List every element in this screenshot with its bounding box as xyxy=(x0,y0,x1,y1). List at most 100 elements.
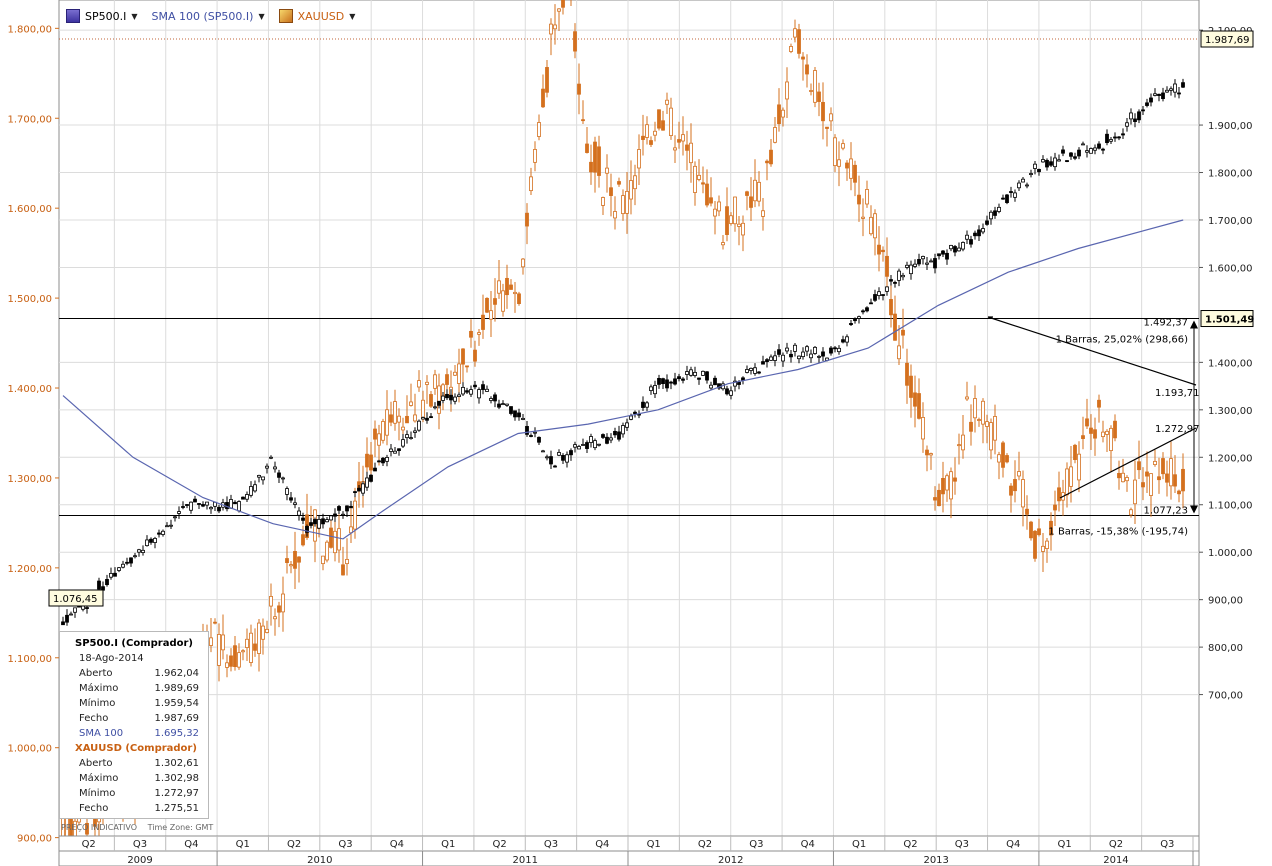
xauusd-candle xyxy=(1033,530,1037,559)
right-axis-tick-label: 1.200,00 xyxy=(1208,453,1253,464)
right-current-badge-box xyxy=(1200,30,1254,48)
sp500-candle xyxy=(529,435,533,437)
sp500-candle xyxy=(1069,152,1073,157)
xauusd-candle xyxy=(1065,468,1069,496)
xauusd-candle xyxy=(709,197,713,204)
sp500-candle xyxy=(161,530,165,535)
xauusd-candle xyxy=(749,196,753,208)
xauusd-candle xyxy=(393,401,397,424)
xauusd-candle xyxy=(781,109,785,118)
sp500-candle xyxy=(425,417,429,421)
sp500-candle xyxy=(301,517,305,521)
xauusd-candle xyxy=(253,643,257,651)
xauusd-candle xyxy=(281,593,285,613)
sp500-candle xyxy=(373,467,377,472)
xauusd-candle xyxy=(1121,472,1125,483)
xauusd-candle xyxy=(665,99,669,105)
xauusd-candle xyxy=(837,159,841,167)
dropdown-caret-icon[interactable]: ▼ xyxy=(131,11,138,21)
sp500-candle xyxy=(885,286,889,292)
sp500-candle xyxy=(485,388,489,392)
sp500-candle xyxy=(1001,197,1005,200)
xauusd-candle xyxy=(553,24,557,30)
xauusd-candle xyxy=(705,183,709,206)
xauusd-candle xyxy=(461,348,465,365)
xauusd-candle xyxy=(765,160,769,164)
legend-sp500-label: SP500.I xyxy=(85,9,127,23)
sp500-candle xyxy=(753,367,757,374)
sp500-candle xyxy=(1161,92,1165,100)
xauusd-candle xyxy=(245,638,249,648)
sp500-candle xyxy=(613,430,617,436)
legend-xauusd-label: XAUUSD xyxy=(297,9,345,23)
sp500-candle xyxy=(433,406,437,409)
right-axis-tick-label: 1.300,00 xyxy=(1208,406,1253,417)
xauusd-candle xyxy=(353,500,357,530)
xauusd-candle xyxy=(917,393,921,419)
quarter-label: Q3 xyxy=(338,839,352,850)
sp500-candle xyxy=(933,258,937,269)
xauusd-candle xyxy=(1105,430,1109,435)
sp500-candle xyxy=(1045,159,1049,168)
xauusd-candle xyxy=(1045,540,1049,549)
right-axis-tick-label: 1.600,00 xyxy=(1208,263,1253,274)
sp500-candle xyxy=(681,378,685,381)
sp500-candle xyxy=(1097,143,1101,149)
xauusd-candle xyxy=(1085,418,1089,427)
indicative-price-label: PREÇO INDICATIVO xyxy=(61,823,138,832)
right-axis-tick-label: 1.400,00 xyxy=(1208,358,1253,369)
xauusd-candle xyxy=(877,244,881,255)
legend-sp500[interactable]: SP500.I ▼ xyxy=(66,9,138,23)
sp500-candle xyxy=(857,316,861,319)
xauusd-candle xyxy=(409,401,413,406)
sp500-candle xyxy=(321,518,325,525)
left-axis-tick-label: 1.500,00 xyxy=(7,294,52,305)
left-axis-tick-label: 900,00 xyxy=(17,834,52,845)
xauusd-candle xyxy=(557,8,561,12)
sp500-candle xyxy=(1157,93,1161,96)
sp500-candle xyxy=(845,336,849,343)
dropdown-caret-icon[interactable]: ▼ xyxy=(349,11,356,21)
sp500-candle xyxy=(981,228,985,233)
year-label: 2013 xyxy=(923,855,948,866)
triangle-upper-trendline xyxy=(987,316,1197,386)
sp500-candle xyxy=(961,242,965,250)
xauusd-candle xyxy=(625,190,629,214)
sp500-candle xyxy=(941,250,945,255)
xauusd-candle xyxy=(1009,485,1013,496)
xauusd-candle xyxy=(717,201,721,212)
xauusd-candle xyxy=(489,310,493,320)
xauusd-candle xyxy=(853,164,857,183)
info-row: Máximo 1.302,98 xyxy=(79,773,199,784)
legend-xauusd[interactable]: XAUUSD ▼ xyxy=(278,9,356,23)
xauusd-candle xyxy=(941,478,945,495)
sp500-candle xyxy=(1041,159,1045,163)
sp500-candle xyxy=(1089,148,1093,154)
sp500-candle xyxy=(865,307,869,312)
legend-sma[interactable]: SMA 100 (SP500.I) ▼ xyxy=(152,10,265,23)
sp500-candle xyxy=(261,476,265,481)
sp500-candle xyxy=(1025,184,1029,187)
xauusd-candle xyxy=(821,101,825,122)
sp500-candle xyxy=(713,377,717,386)
year-label: 2010 xyxy=(307,855,332,866)
sp500-candle xyxy=(541,450,545,453)
sp500-candle xyxy=(405,434,409,439)
xauusd-candle xyxy=(693,165,697,193)
sp500-candle xyxy=(837,347,841,353)
xauusd-candle xyxy=(573,31,577,52)
gold-bar-icon xyxy=(278,9,293,23)
upper-level-label: 1 Barras, 25,02% (298,66) xyxy=(1056,335,1188,346)
xauusd-candle xyxy=(413,414,417,422)
sp500-candle xyxy=(889,279,893,282)
dropdown-caret-icon[interactable]: ▼ xyxy=(258,11,265,21)
xauusd-candle xyxy=(1113,420,1117,439)
sp500-candle xyxy=(165,525,169,528)
right-level-badge: 1.501,49 xyxy=(1205,315,1254,326)
sp500-candle xyxy=(905,264,909,268)
sp500-candle xyxy=(217,506,221,512)
xauusd-candle xyxy=(1013,479,1017,492)
xauusd-candle xyxy=(885,255,889,277)
xauusd-candle xyxy=(897,345,901,360)
